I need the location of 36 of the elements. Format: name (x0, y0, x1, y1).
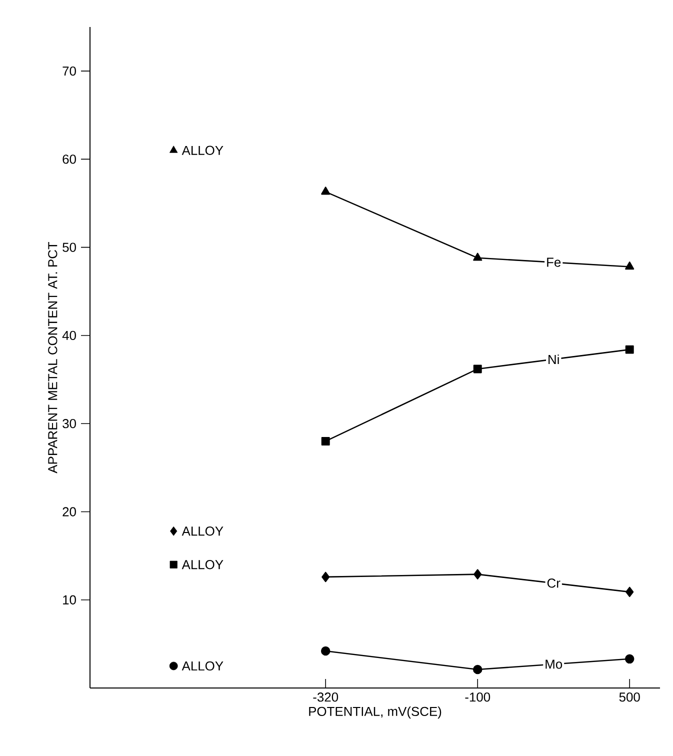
series-label: ALLOY (182, 146, 224, 155)
series-label: Fe (547, 258, 561, 267)
x-tick-label: 500 (619, 692, 640, 702)
point (320, 646, 330, 656)
x-axis-title: POTENTIAL, mV(SCE) (309, 706, 442, 719)
point (170, 146, 178, 153)
y-axis-title: APPARENT METAL CONTENT AT. PCT (48, 242, 58, 474)
point (473, 252, 482, 261)
point (474, 569, 482, 580)
point (321, 186, 330, 195)
y-tick-label: 30 (62, 419, 76, 428)
y-tick-label: 70 (62, 66, 76, 76)
point (626, 586, 634, 598)
point (321, 436, 330, 446)
series-label: Cr (547, 578, 560, 588)
series-label: ALLOY (182, 560, 224, 570)
point (472, 664, 482, 674)
y-tick-label: 50 (62, 242, 76, 252)
y-tick-label: 60 (62, 154, 76, 164)
series-label: ALLOY (182, 661, 224, 671)
y-tick-label: 10 (63, 595, 76, 604)
point (170, 560, 178, 568)
point (624, 654, 634, 664)
y-tick-label: 40 (62, 330, 76, 340)
y-tick-label: 20 (62, 507, 76, 516)
series-label: ALLOY (182, 526, 224, 536)
series-label: Ni (548, 354, 559, 364)
point (322, 572, 330, 582)
series-label: Mo (546, 660, 562, 669)
point (625, 345, 634, 354)
point (170, 526, 178, 536)
point (625, 262, 634, 270)
point (169, 662, 178, 670)
x-tick-label: -100 (465, 692, 490, 702)
x-tick-label: -320 (313, 692, 338, 702)
point (473, 364, 482, 374)
